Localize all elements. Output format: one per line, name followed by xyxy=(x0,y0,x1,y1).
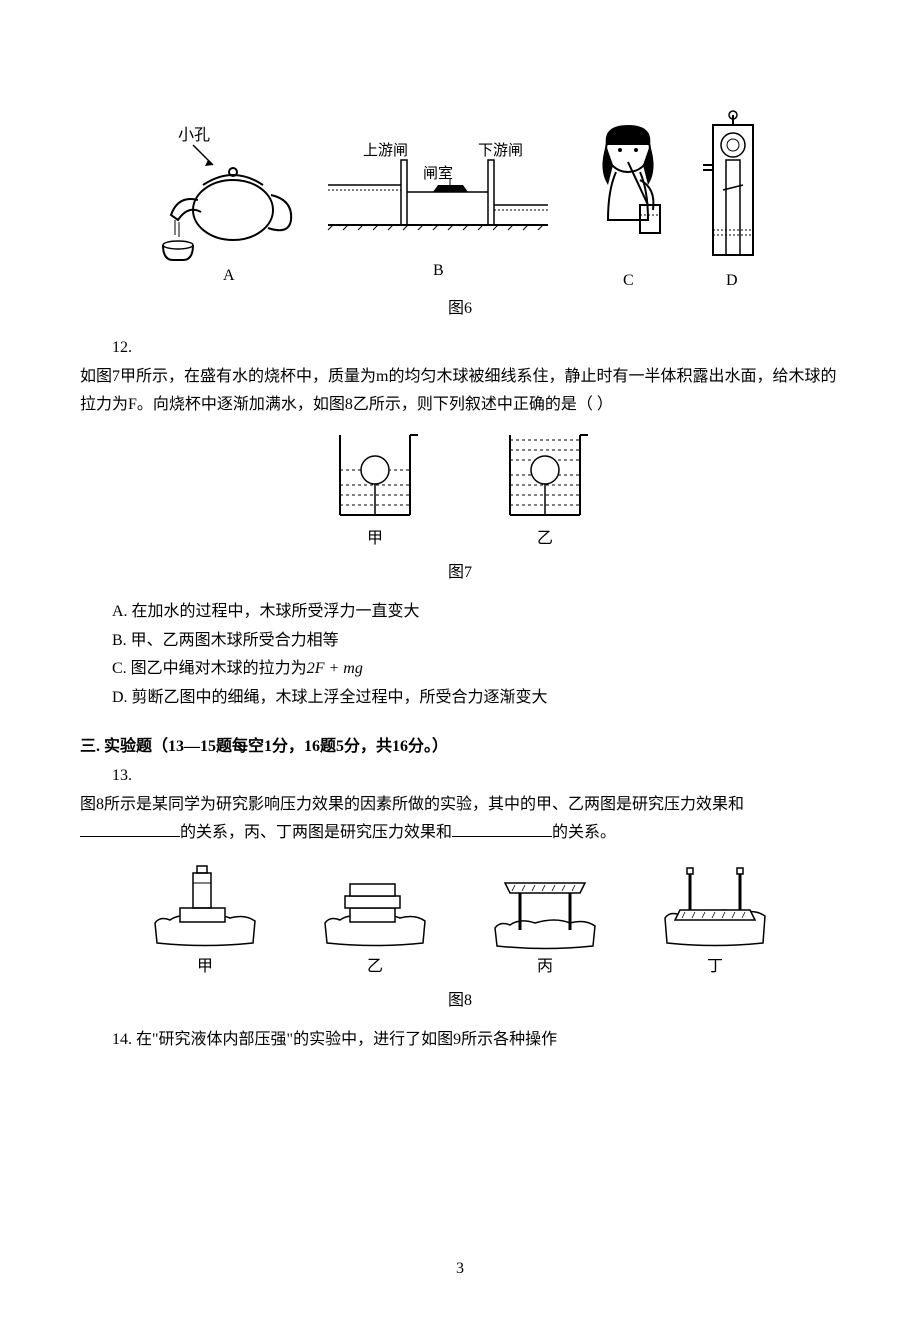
diagram-pressure-yi: 乙 xyxy=(315,858,435,982)
lock-svg: 上游闸 下游闸 闸室 xyxy=(323,130,558,290)
figure-6-row: 小孔 A xyxy=(80,110,840,290)
q14-line: 14. 在"研究液体内部压强"的实验中，进行了如图9所示各种操作 xyxy=(80,1026,840,1055)
label-fig8-jia: 甲 xyxy=(197,953,213,982)
section-3-header: 三. 实验题（13—15题每空1分，16题5分，共16分。） xyxy=(80,733,840,762)
q13-text: 图8所示是某同学为研究影响压力效果的因素所做的实验，其中的甲、乙两图是研究压力效… xyxy=(80,791,840,849)
label-jia: 甲 xyxy=(367,525,383,554)
label-fig8-yi: 乙 xyxy=(367,953,383,982)
pressure-bing-svg xyxy=(485,858,605,953)
q14-num: 14. xyxy=(112,1031,132,1048)
page-number: 3 xyxy=(80,1255,840,1284)
q13-part2: 的关系，丙、丁两图是研究压力效果和 xyxy=(180,824,452,841)
q13-part3: 的关系。 xyxy=(552,824,616,841)
diagram-girl: C xyxy=(578,110,678,290)
q12-option-a: A. 在加水的过程中，木球所受浮力一直变大 xyxy=(80,598,840,627)
beaker-jia-svg xyxy=(330,430,420,525)
q12-option-b: B. 甲、乙两图木球所受合力相等 xyxy=(80,627,840,656)
diagram-beaker-jia: 甲 xyxy=(330,430,420,554)
q12-option-c-prefix: C. 图乙中绳对木球的拉力为 xyxy=(112,660,307,677)
figure-8-row: 甲 乙 xyxy=(80,858,840,982)
q12-option-c: C. 图乙中绳对木球的拉力为2F + mg xyxy=(80,655,840,684)
pressure-ding-svg xyxy=(655,858,775,953)
label-upstream: 上游闸 xyxy=(363,142,408,159)
label-b: B xyxy=(433,262,444,279)
diagram-pressure-jia: 甲 xyxy=(145,858,265,982)
pump-svg: D xyxy=(698,110,768,290)
girl-svg: C xyxy=(578,110,678,290)
pressure-jia-svg xyxy=(145,858,265,953)
diagram-pressure-ding: 丁 xyxy=(655,858,775,982)
figure-7-row: 甲 乙 xyxy=(80,430,840,554)
label-fig8-bing: 丙 xyxy=(537,953,553,982)
label-yi: 乙 xyxy=(537,525,553,554)
q12-option-c-formula: 2F + mg xyxy=(307,660,363,677)
q12-option-d: D. 剪断乙图中的细绳，木球上浮全过程中，所受合力逐渐变大 xyxy=(80,684,840,713)
diagram-lock: 上游闸 下游闸 闸室 xyxy=(323,130,558,290)
label-fig8-ding: 丁 xyxy=(707,953,723,982)
beaker-yi-svg xyxy=(500,430,590,525)
label-a: A xyxy=(223,267,235,284)
diagram-beaker-yi: 乙 xyxy=(500,430,590,554)
q13-blank-2 xyxy=(452,821,552,837)
figure-6-caption: 图6 xyxy=(80,295,840,324)
pressure-yi-svg xyxy=(315,858,435,953)
label-c: C xyxy=(623,272,634,289)
diagram-pressure-bing: 丙 xyxy=(485,858,605,982)
figure-8-caption: 图8 xyxy=(80,987,840,1016)
q13-num: 13. xyxy=(80,762,840,791)
figure-8-container: 甲 乙 xyxy=(80,858,840,1016)
label-d: D xyxy=(726,272,738,289)
q12-text: 如图7甲所示，在盛有水的烧杯中，质量为m的均匀木球被细线系住，静止时有一半体积露… xyxy=(80,363,840,421)
q14-text: 在"研究液体内部压强"的实验中，进行了如图9所示各种操作 xyxy=(136,1031,557,1048)
teapot-svg: 小孔 A xyxy=(153,120,303,290)
q13-blank-1 xyxy=(80,821,180,837)
figure-6-container: 小孔 A xyxy=(80,110,840,324)
q13-part1: 图8所示是某同学为研究影响压力效果的因素所做的实验，其中的甲、乙两图是研究压力效… xyxy=(80,796,744,813)
diagram-teapot: 小孔 A xyxy=(153,120,303,290)
diagram-pump: D xyxy=(698,110,768,290)
figure-7-container: 甲 乙 图7 xyxy=(80,430,840,588)
label-chamber: 闸室 xyxy=(423,165,453,182)
label-small-hole: 小孔 xyxy=(178,126,210,144)
label-downstream: 下游闸 xyxy=(478,142,523,159)
figure-7-caption: 图7 xyxy=(80,559,840,588)
q12-num: 12. xyxy=(80,334,840,363)
